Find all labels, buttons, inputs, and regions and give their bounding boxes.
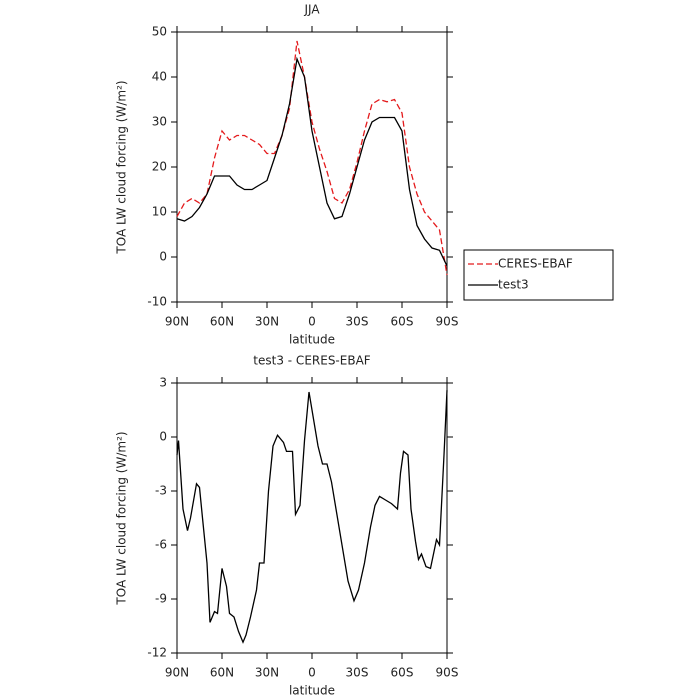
- y-tick-label: 30: [152, 115, 167, 129]
- x-tick-label: 30N: [255, 666, 279, 680]
- x-tick-label: 30S: [346, 666, 369, 680]
- x-tick-label: 60N: [210, 315, 234, 329]
- legend-box: [463, 249, 614, 301]
- x-tick-label: 90N: [165, 666, 189, 680]
- x-tick-label: 60N: [210, 666, 234, 680]
- y-tick-label: 50: [152, 25, 167, 39]
- x-tick-label: 90S: [436, 315, 459, 329]
- legend-label: test3: [498, 278, 529, 292]
- data-line: [176, 40, 448, 276]
- x-axis-label: latitude: [289, 333, 335, 347]
- y-tick-label: 0: [159, 250, 167, 264]
- y-tick-label: -12: [147, 646, 167, 660]
- x-tick-label: 0: [308, 315, 316, 329]
- x-tick-label: 0: [308, 666, 316, 680]
- data-line: [176, 56, 448, 267]
- x-tick-label: 30S: [346, 315, 369, 329]
- y-tick-label: 3: [159, 376, 167, 390]
- x-tick-label: 90N: [165, 315, 189, 329]
- legend-label: CERES-EBAF: [498, 257, 573, 271]
- y-tick-label: -6: [155, 538, 167, 552]
- data-line: [176, 390, 448, 644]
- chart-title: test3 - CERES-EBAF: [253, 354, 370, 368]
- x-tick-label: 60S: [391, 666, 414, 680]
- y-tick-label: -10: [147, 295, 167, 309]
- y-tick-label: 20: [152, 160, 167, 174]
- y-tick-label: -9: [155, 592, 167, 606]
- x-tick-label: 30N: [255, 315, 279, 329]
- y-tick-label: 40: [152, 70, 167, 84]
- y-axis-label: TOA LW cloud forcing (W/m²): [115, 80, 129, 254]
- y-tick-label: -3: [155, 484, 167, 498]
- y-axis-label: TOA LW cloud forcing (W/m²): [115, 431, 129, 605]
- chart-title: JJA: [303, 3, 320, 17]
- y-tick-label: 0: [159, 430, 167, 444]
- y-tick-label: 10: [152, 205, 167, 219]
- x-axis-label: latitude: [289, 684, 335, 698]
- x-tick-label: 90S: [436, 666, 459, 680]
- x-tick-label: 60S: [391, 315, 414, 329]
